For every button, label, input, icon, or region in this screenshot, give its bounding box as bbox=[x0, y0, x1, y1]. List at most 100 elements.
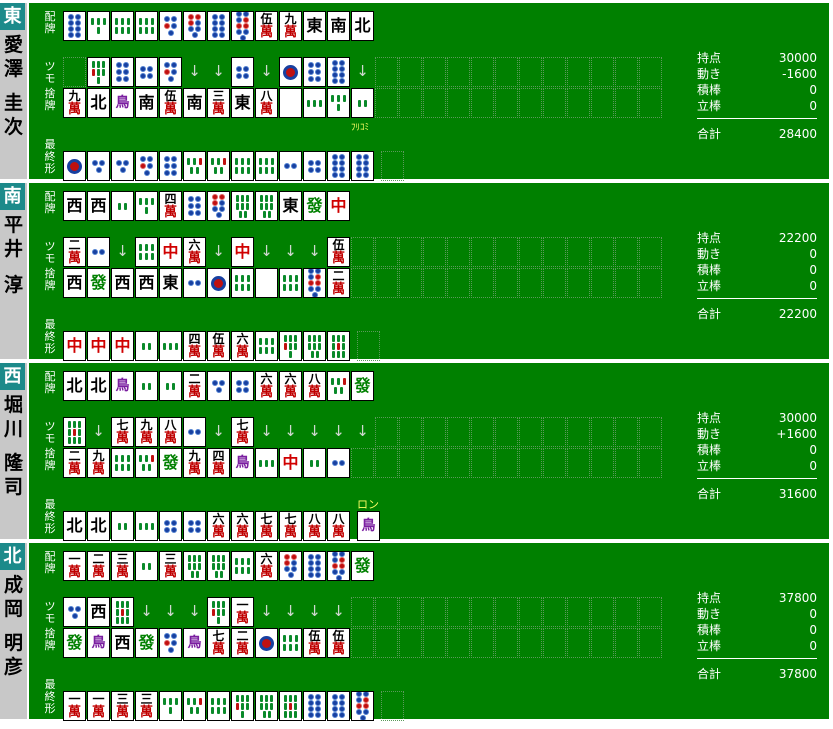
tile-W: 西 bbox=[135, 268, 158, 298]
tile-pin1 bbox=[279, 57, 302, 87]
pinzu-dots bbox=[330, 60, 347, 84]
tile-E: 東 bbox=[279, 191, 302, 221]
tile-so1: 鳥 bbox=[87, 628, 110, 658]
winning-tile: 鳥 bbox=[357, 511, 380, 541]
tile-so6 bbox=[135, 237, 158, 267]
souzu-bamboo bbox=[282, 694, 299, 718]
souzu-bird-icon: 鳥 bbox=[115, 378, 130, 394]
honor-glyph: 中 bbox=[114, 336, 131, 355]
stat-tsumibo: 積棒 0 bbox=[697, 262, 817, 278]
souzu-bamboo bbox=[234, 194, 251, 218]
manzu-number: 七 bbox=[260, 512, 273, 526]
pinzu-dots bbox=[234, 12, 251, 40]
empty-slot bbox=[519, 628, 542, 658]
manzu-suit: 萬 bbox=[187, 345, 201, 360]
honor-glyph: 西 bbox=[138, 273, 155, 292]
honor-glyph: 南 bbox=[330, 16, 347, 35]
tile-C: 中 bbox=[63, 331, 86, 361]
manzu-number: 七 bbox=[236, 418, 249, 432]
tile-m9: 九萬 bbox=[63, 88, 86, 118]
empty-slot bbox=[591, 88, 614, 118]
tile-pin1 bbox=[255, 628, 278, 658]
empty-slot bbox=[591, 268, 614, 298]
tile-m7: 七萬 bbox=[207, 628, 230, 658]
empty-slot bbox=[423, 268, 446, 298]
manzu-number: 九 bbox=[68, 89, 81, 103]
honor-glyph: 西 bbox=[114, 633, 131, 652]
tile-m1: 一萬 bbox=[231, 597, 254, 627]
manzu-suit: 萬 bbox=[91, 705, 105, 720]
tile-so4 bbox=[87, 11, 110, 41]
manzu-number: 七 bbox=[116, 418, 129, 432]
tile-N: 北 bbox=[63, 371, 86, 401]
stat-riichibo: 立棒 0 bbox=[697, 98, 817, 114]
manzu-suit: 萬 bbox=[259, 525, 273, 540]
souzu-bamboo bbox=[210, 554, 227, 578]
manzu-number: 三 bbox=[212, 89, 225, 103]
honor-glyph: 南 bbox=[138, 93, 155, 112]
souzu-bird-icon: 鳥 bbox=[361, 518, 376, 534]
empty-slot bbox=[471, 417, 494, 447]
manzu-suit: 萬 bbox=[67, 565, 81, 580]
label-char: 牌 bbox=[44, 22, 56, 35]
manzu-number: 伍 bbox=[212, 332, 225, 346]
manzu-number: 四 bbox=[164, 192, 177, 206]
empty-slot bbox=[543, 597, 566, 627]
stat-total: 合計 31600 bbox=[697, 486, 817, 502]
tile-S: 南 bbox=[135, 88, 158, 118]
tile-pin8 bbox=[303, 551, 326, 581]
tile-pin2 bbox=[183, 417, 206, 447]
tile-so2 bbox=[111, 191, 134, 221]
honor-glyph: 中 bbox=[282, 453, 299, 472]
player-name: 愛澤圭次 bbox=[0, 33, 27, 139]
manzu-suit: 萬 bbox=[91, 462, 105, 477]
souzu-bamboo bbox=[354, 92, 371, 114]
empty-slot bbox=[567, 57, 590, 87]
empty-slot bbox=[615, 448, 638, 478]
empty-slot bbox=[447, 88, 470, 118]
table-field: 配牌一萬二萬三萬三萬六萬發ツモ西 ↓ ↓ ↓ 一萬 ↓ ↓ ↓ ↓ 捨牌發鳥西發鳥七萬二萬伍萬伍萬… bbox=[29, 543, 829, 721]
tile-m2: 二萬 bbox=[231, 628, 254, 658]
manzu-number: 伍 bbox=[164, 89, 177, 103]
blank-tile bbox=[279, 88, 302, 118]
manzu-number: 八 bbox=[260, 89, 273, 103]
row-label: ツモ bbox=[41, 61, 59, 85]
label-char: 配 bbox=[44, 370, 56, 383]
empty-slot bbox=[519, 597, 542, 627]
tile-pin4 bbox=[231, 371, 254, 401]
row-label: 捨牌 bbox=[41, 628, 59, 652]
score-panel: 持点 37800 動き 0 積棒 0 立棒 0 合計 37800 bbox=[697, 590, 817, 682]
souzu-bamboo bbox=[162, 695, 179, 717]
tile-C: 中 bbox=[87, 331, 110, 361]
tile-F: 發 bbox=[63, 628, 86, 658]
honor-glyph: 中 bbox=[330, 196, 347, 215]
manzu-number: 九 bbox=[284, 12, 297, 26]
honor-glyph: 北 bbox=[66, 516, 83, 535]
pinzu-dots bbox=[258, 632, 275, 654]
manzu-number: 一 bbox=[236, 598, 249, 612]
souzu-bamboo bbox=[138, 15, 155, 37]
label-char: 形 bbox=[44, 342, 56, 355]
manzu-number: 伍 bbox=[260, 12, 273, 26]
stat-label: 立棒 bbox=[697, 99, 722, 113]
manzu-suit: 萬 bbox=[331, 525, 345, 540]
table-field: 配牌西西四萬東發中ツモ二萬 ↓ 中六萬 ↓ 中 ↓ ↓ ↓ 伍萬捨牌西發西西東二萬最終形中中中四… bbox=[29, 183, 829, 361]
label-char: ツモ bbox=[44, 60, 56, 85]
empty-slot bbox=[399, 448, 422, 478]
pinzu-dots bbox=[186, 272, 203, 294]
stat-value: 0 bbox=[809, 459, 817, 473]
tile-C: 中 bbox=[327, 191, 350, 221]
stat-change: 動き 0 bbox=[697, 246, 817, 262]
honor-glyph: 中 bbox=[90, 336, 107, 355]
label-char: ツモ bbox=[44, 240, 56, 265]
stat-riichibo: 立棒 0 bbox=[697, 278, 817, 294]
empty-slot bbox=[567, 88, 590, 118]
pinzu-dots bbox=[306, 269, 323, 297]
stat-value: +1600 bbox=[776, 427, 817, 441]
tile-F: 發 bbox=[351, 371, 374, 401]
manzu-number: 六 bbox=[284, 372, 297, 386]
pinzu-dots bbox=[234, 61, 251, 83]
pinzu-dots bbox=[186, 195, 203, 217]
player-sidebar: 北成岡明彦 bbox=[0, 543, 27, 719]
name-char: 岡 bbox=[3, 598, 23, 620]
